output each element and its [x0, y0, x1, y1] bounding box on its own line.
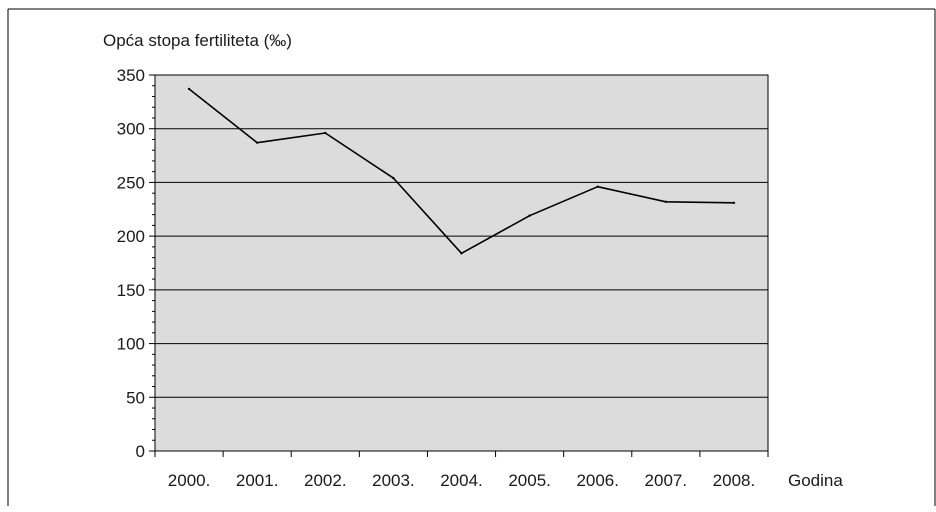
x-tick-label-2003: 2003. [372, 471, 415, 490]
data-point-2008 [732, 201, 736, 205]
data-point-2004 [460, 252, 463, 255]
x-tick-label-2002: 2002. [304, 471, 347, 490]
x-axis: 2000. 2001. 2002. 2003. 2004. 2005. 2006. 2007.… [154, 450, 769, 490]
y-tick-label-200: 200 [117, 227, 145, 246]
data-point-2002 [324, 131, 327, 135]
gridlines [155, 74, 768, 398]
data-point-2005 [528, 214, 531, 217]
y-axis-title: Opća stopa fertiliteta (‰) [103, 31, 292, 50]
x-tick-label-2006: 2006. [576, 471, 619, 490]
data-point-2007 [664, 200, 668, 203]
y-tick-label-300: 300 [117, 120, 145, 139]
y-axis: 0 50 100 150 200 250 300 350 [117, 66, 156, 461]
plot-area [154, 74, 769, 452]
x-tick-label-2005: 2005. [508, 471, 551, 490]
series-layer [187, 87, 736, 255]
x-axis-title: Godina [788, 471, 843, 490]
x-tick-label-2004: 2004. [440, 471, 483, 490]
x-tick-label-2007: 2007. [645, 471, 688, 490]
x-tick-label-2001: 2001. [236, 471, 279, 490]
x-tick-label-2000: 2000. [168, 471, 211, 490]
y-tick-label-150: 150 [117, 281, 145, 300]
data-point-2001 [255, 141, 259, 144]
y-tick-label-250: 250 [117, 173, 145, 192]
data-point-2000 [187, 87, 191, 91]
y-tick-label-350: 350 [117, 66, 145, 85]
data-point-2006 [596, 185, 599, 188]
y-tick-label-0: 0 [136, 442, 145, 461]
x-tick-label-2008: 2008. [713, 471, 756, 490]
data-point-2003 [392, 176, 395, 180]
y-tick-label-100: 100 [117, 335, 145, 354]
y-tick-label-50: 50 [126, 388, 145, 407]
